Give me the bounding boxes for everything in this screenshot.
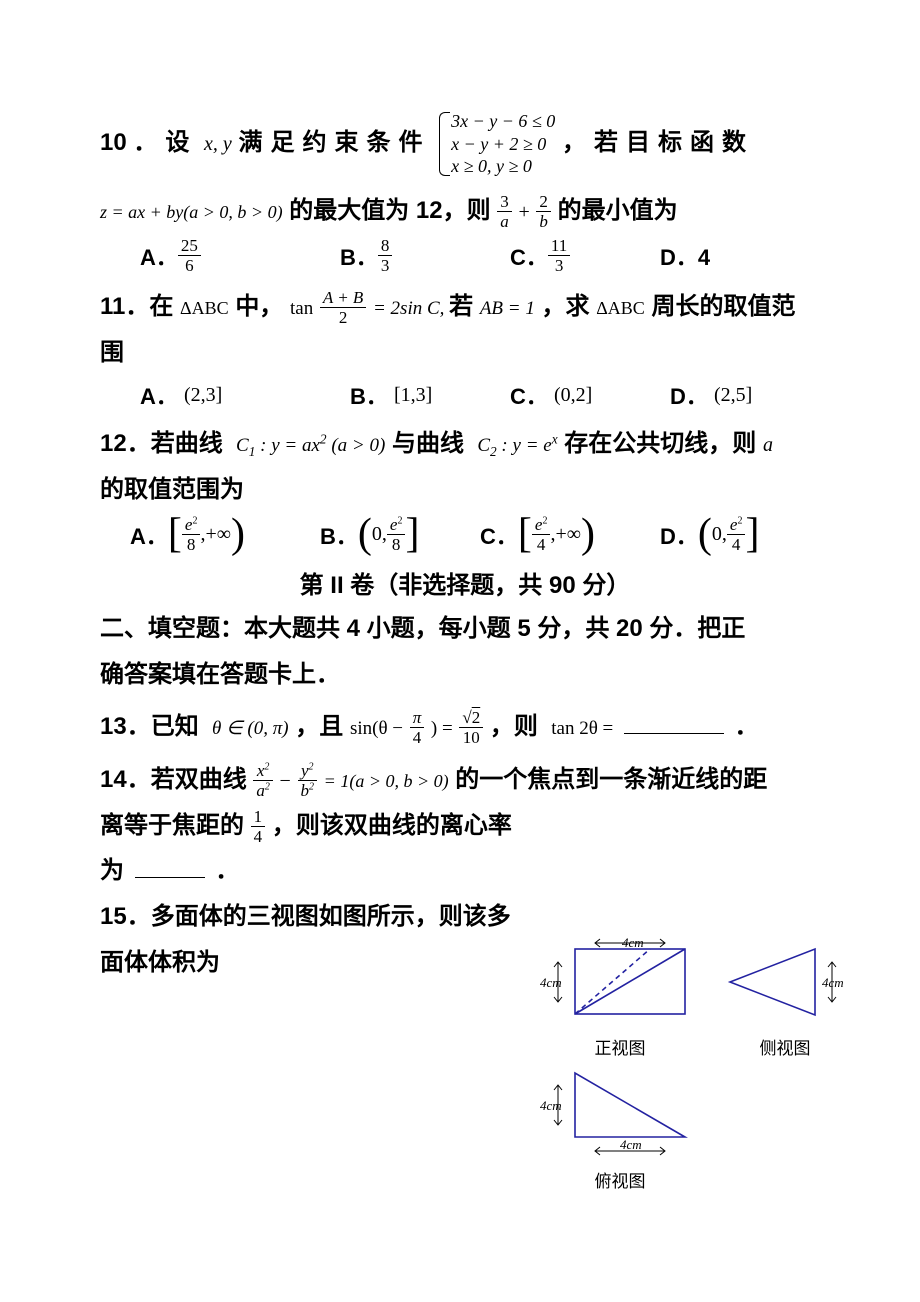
q11-number: 11 xyxy=(100,293,125,320)
dim-label: 4cm xyxy=(622,937,644,950)
q10-z: z = ax + by(a > 0, b > 0) xyxy=(100,202,283,222)
q15-number: 15 xyxy=(100,903,127,930)
q10-text-c: ，若目标函数 xyxy=(562,129,754,156)
q10-text-a: ．设 xyxy=(133,129,197,156)
front-caption: 正视图 xyxy=(540,1034,700,1059)
q11-options: A． (2,3] B． [1,3] C． (0,2] D． (2,5] xyxy=(140,379,830,411)
q10-tail-b: 的最小值为 xyxy=(558,197,678,224)
top-view-svg: 4cm 4cm xyxy=(540,1065,700,1165)
q11-line1: 11．在 ΔABC 中， tan A + B 2 = 2sin C, 若 AB … xyxy=(100,284,830,330)
sys-row-2: x − y + 2 ≥ 0 xyxy=(451,134,546,154)
q10-number: 10 xyxy=(100,129,127,156)
q10-line1: 10 ．设 x, y 满足约束条件 3x − y − 6 ≤ 0 x − y +… xyxy=(100,110,830,178)
q11-opt-c: C． (0,2] xyxy=(510,379,670,411)
tan: tan xyxy=(290,298,313,319)
side-view: 4cm 侧视图 xyxy=(720,937,850,1059)
q10-frac1: 3 a xyxy=(497,193,512,230)
q12-c2: C2 : y = ex xyxy=(477,435,557,456)
dim-label: 4cm xyxy=(822,975,844,990)
front-view-svg: 4cm 4cm xyxy=(540,937,700,1032)
q10-tail-a: 的最大值为 12，则 xyxy=(289,197,490,224)
q13-sqrt-frac: √2 10 xyxy=(459,709,483,746)
section-2-sub1: 二、填空题：本大题共 4 小题，每小题 5 分，共 20 分．把正 xyxy=(100,606,830,652)
q10-text-b: 满足约束条件 xyxy=(238,129,430,156)
q14-line3: 为 ． xyxy=(100,848,830,894)
q10-opt-c: C． 113 xyxy=(510,237,660,274)
plus: + xyxy=(518,201,529,223)
q11-tri: ΔABC xyxy=(180,298,229,318)
q11-opt-a: A． (2,3] xyxy=(140,379,350,411)
q12-opt-c: C． [ e24 , +∞ ) xyxy=(480,516,660,553)
three-view-figure: 4cm 4cm 正视图 4cm 侧视图 xyxy=(540,937,860,1192)
q11-opt-d: D． (2,5] xyxy=(670,379,752,411)
q10-opt-d: D．4 xyxy=(660,240,710,272)
q12-opt-b: B． ( 0, e28 ] xyxy=(320,516,480,553)
q13-number: 13 xyxy=(100,713,127,740)
q12-opt-a: A． [ e28 , +∞ ) xyxy=(130,516,320,553)
q14-line1: 14．若双曲线 x2a2 − y2b2 = 1(a > 0, b > 0) 的一… xyxy=(100,757,830,803)
q10-opt-a: A． 256 xyxy=(140,237,340,274)
q13-tan: tan 2θ = xyxy=(551,718,613,739)
top-caption: 俯视图 xyxy=(540,1167,700,1192)
front-view: 4cm 4cm 正视图 xyxy=(540,937,700,1059)
q13-theta: θ ∈ (0, π) xyxy=(212,718,289,739)
q11-opt-b: B． [1,3] xyxy=(350,379,510,411)
q12-a: a xyxy=(763,434,773,456)
fill-blank[interactable] xyxy=(624,709,724,734)
q10-opt-b: B． 83 xyxy=(340,237,510,274)
q14-onefour: 14 xyxy=(251,808,266,845)
q10-line2: z = ax + by(a > 0, b > 0) 的最大值为 12，则 3 a… xyxy=(100,188,830,234)
q14-y2b2: y2b2 xyxy=(298,762,318,799)
section-2-title: 第 II 卷（非选择题，共 90 分） xyxy=(100,565,830,600)
q15-line1: 15．多面体的三视图如图所示，则该多 xyxy=(100,894,540,940)
q11-line2: 围 xyxy=(100,330,830,376)
q10-options: A． 256 B． 83 C． 113 D．4 xyxy=(140,237,830,274)
q10-vars: x, y xyxy=(204,133,232,155)
side-caption: 侧视图 xyxy=(720,1034,850,1059)
dim-label: 4cm xyxy=(620,1137,642,1152)
q13-pi4: π4 xyxy=(410,709,425,746)
section-2-sub2: 确答案填在答题卡上． xyxy=(100,652,830,698)
q10-frac2: 2 b xyxy=(536,193,551,230)
q12-line1: 12．若曲线 C1 : y = ax2 (a > 0) 与曲线 C2 : y =… xyxy=(100,421,830,467)
dim-label: 4cm xyxy=(540,1098,562,1113)
q11-tri2: ΔABC xyxy=(596,298,645,318)
q11-frac: A + B 2 xyxy=(320,289,366,326)
q12-c1: C1 : y = ax2 (a > 0) xyxy=(236,435,385,456)
q14-x2a2: x2a2 xyxy=(253,762,273,799)
q12-opt-d: D． ( 0, e24 ] xyxy=(660,516,759,553)
q12-options: A． [ e28 , +∞ ) B． ( 0, e28 ] C． [ e24 ,… xyxy=(130,516,830,553)
page: 10 ．设 x, y 满足约束条件 3x − y − 6 ≤ 0 x − y +… xyxy=(0,0,920,1302)
q13-line: 13．已知 θ ∈ (0, π) ，且 sin(θ − π4 ) = √2 10… xyxy=(100,704,830,750)
q10-constraint-system: 3x − y − 6 ≤ 0 x − y + 2 ≥ 0 x ≥ 0, y ≥ … xyxy=(437,110,555,178)
q11-ab: AB = 1 xyxy=(480,298,535,319)
sys-row-1: 3x − y − 6 ≤ 0 xyxy=(451,111,555,131)
q14-line2: 离等于焦距的 14 ，则该双曲线的离心率 xyxy=(100,803,830,849)
side-view-svg: 4cm xyxy=(720,937,850,1032)
q12-number: 12 xyxy=(100,430,127,457)
dim-label: 4cm xyxy=(540,975,562,990)
q14-number: 14 xyxy=(100,766,127,793)
fill-blank[interactable] xyxy=(135,853,205,878)
sys-row-3: x ≥ 0, y ≥ 0 xyxy=(451,156,532,176)
top-view: 4cm 4cm 俯视图 xyxy=(540,1065,860,1192)
q12-line2: 的取值范围为 xyxy=(100,467,830,513)
